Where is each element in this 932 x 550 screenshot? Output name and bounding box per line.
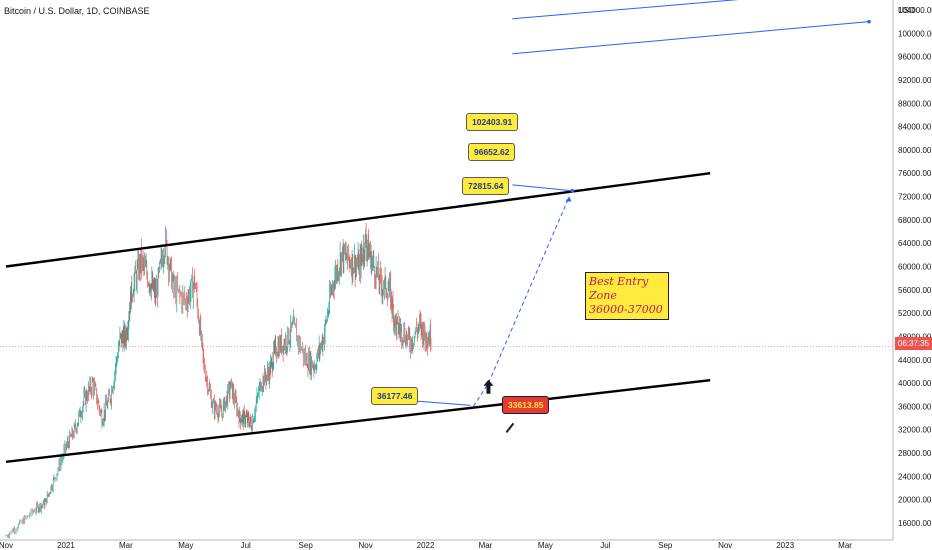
target-line — [512, 184, 573, 192]
time-tick-label: Nov — [718, 541, 732, 550]
entry-zone-box[interactable]: Best Entry Zone 36000-37000 — [585, 272, 669, 320]
entry-zone-title: Best Entry Zone — [589, 275, 649, 302]
target-line-endpoint — [867, 19, 871, 24]
time-tick-label: 2023 — [776, 541, 794, 550]
price-tick-label: 24000.00 — [898, 472, 932, 481]
up-arrow-icon — [483, 379, 494, 394]
stop-label[interactable]: 33613.85 — [502, 396, 550, 414]
price-tick-label: 60000.00 — [898, 263, 932, 272]
price-tick-label: 32000.00 — [898, 426, 932, 435]
price-tick-label: 68000.00 — [898, 216, 932, 225]
price-tick-label: 92000.00 — [898, 76, 932, 85]
time-tick-label: Jul — [241, 541, 251, 550]
price-tick-label: 20000.00 — [898, 496, 932, 505]
time-tick-label: Mar — [838, 541, 852, 550]
projection-arrowhead — [565, 196, 572, 202]
price-tick-label: 100000.00 — [898, 29, 932, 38]
target-line — [512, 21, 870, 55]
time-tick-label: May — [538, 541, 553, 550]
time-tick-label: Mar — [479, 541, 493, 550]
stop-label-tail — [505, 422, 515, 433]
price-axis-currency: USD — [898, 6, 915, 15]
time-tick-label: Mar — [119, 541, 133, 550]
time-tick-label: 2021 — [57, 541, 75, 550]
price-tick-label: 72000.00 — [898, 193, 932, 202]
price-tick-label: 28000.00 — [898, 449, 932, 458]
price-axis[interactable]: 16000.00 20000.00 24000.00 28000.00 32000.00… — [892, 0, 932, 540]
target-line — [512, 0, 740, 20]
price-tick-label: 88000.00 — [898, 99, 932, 108]
price-tick-label: 80000.00 — [898, 146, 932, 155]
target-label-2[interactable]: 96652.62 — [468, 143, 516, 161]
price-tick-label: 104000.00 — [898, 6, 932, 15]
price-tick-label: 96000.00 — [898, 53, 932, 62]
price-tick-label: 36000.00 — [898, 402, 932, 411]
entry-zone-range: 36000-37000 — [589, 303, 663, 316]
time-tick-label: Nov — [0, 541, 13, 550]
price-tick-label: 84000.00 — [898, 123, 932, 132]
price-tick-label: 64000.00 — [898, 239, 932, 248]
drawing-tools — [5, 0, 871, 463]
candle-series — [5, 222, 432, 539]
target-label-3[interactable]: 72815.64 — [462, 177, 510, 195]
target-label-1[interactable]: 102403.91 — [466, 113, 519, 131]
current-price-tag: 06:37:35 — [895, 337, 932, 350]
price-tick-label: 16000.00 — [898, 519, 932, 528]
support-label[interactable]: 36177.46 — [371, 387, 419, 405]
price-tick-label: 56000.00 — [898, 286, 932, 295]
time-tick-label: 2022 — [417, 541, 435, 550]
chart-title: Bitcoin / U.S. Dollar, 1D, COINBASE — [4, 6, 150, 16]
price-tick-label: 44000.00 — [898, 356, 932, 365]
time-tick-label: Nov — [358, 541, 372, 550]
price-tick-label: 52000.00 — [898, 309, 932, 318]
price-tick-label: 76000.00 — [898, 169, 932, 178]
projection-path — [473, 196, 570, 407]
channel-upper-line — [5, 172, 711, 268]
time-tick-label: Sep — [299, 541, 314, 550]
target-line-endpoint — [570, 188, 575, 193]
time-tick-label: Jul — [600, 541, 610, 550]
support-pointer-line — [410, 400, 471, 406]
channel-lower-line — [5, 378, 711, 463]
time-axis[interactable]: Nov 2021 Mar May Jul Sep Nov 2022 Mar May Jul Sep No… — [0, 539, 893, 550]
price-tick-label: 48000.00 — [898, 332, 932, 341]
time-tick-label: May — [178, 541, 193, 550]
price-tick-label: 40000.00 — [898, 379, 932, 388]
time-tick-label: Sep — [658, 541, 673, 550]
